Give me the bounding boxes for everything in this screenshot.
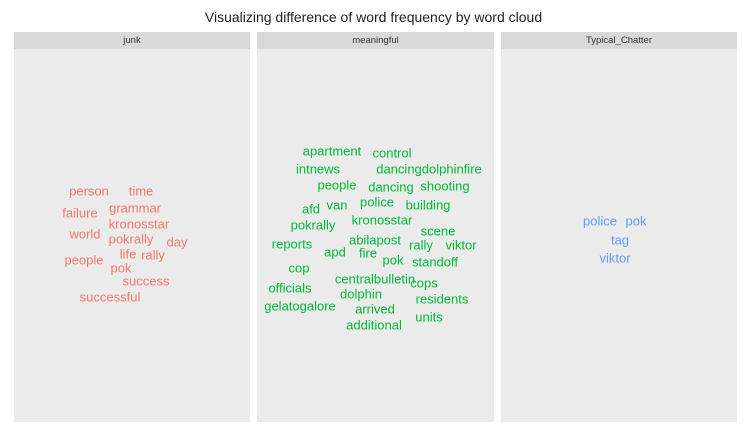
word-fire: fire	[358, 245, 378, 261]
word-day: day	[166, 234, 188, 250]
word-person: person	[69, 183, 109, 199]
panel-label-junk: junk	[14, 32, 250, 49]
word-afd: afd	[301, 201, 321, 217]
word-rally: rally	[141, 247, 165, 263]
word-dancingdolphinfire: dancingdolphinfire	[376, 161, 482, 177]
word-cop: cop	[288, 260, 310, 276]
word-kronosstar: kronosstar	[108, 216, 170, 232]
word-abilapost: abilapost	[348, 232, 402, 248]
word-police: police	[360, 194, 394, 210]
word-pok: pok	[382, 252, 404, 268]
word-pok: pok	[110, 260, 132, 276]
word-people: people	[64, 252, 104, 268]
word-viktor: viktor	[599, 250, 631, 266]
word-building: building	[405, 197, 451, 213]
word-van: van	[326, 197, 348, 213]
word-standoff: standoff	[411, 254, 459, 270]
panel-label-meaningful: meaningful	[257, 32, 494, 49]
word-grammar: grammar	[108, 200, 162, 216]
word-officials: officials	[268, 280, 312, 296]
word-apartment: apartment	[302, 143, 362, 159]
word-centralbulletin: centralbulletin	[334, 271, 416, 287]
word-arrived: arrived	[355, 301, 395, 317]
word-control: control	[372, 145, 412, 161]
word-tag: tag	[610, 232, 630, 248]
word-police: police	[583, 213, 617, 229]
word-scene: scene	[420, 223, 456, 239]
word-cloud-junk: person time grammar failure kronosstar world p…	[14, 49, 250, 422]
word-additional: additional	[346, 317, 402, 333]
word-life: life	[119, 246, 137, 262]
word-time: time	[128, 183, 154, 199]
word-cloud-meaningful: apartment control intnews dancingdolphinfir…	[257, 49, 494, 422]
panel-label-typical-chatter: Typical_Chatter	[501, 32, 737, 49]
word-failure: failure	[62, 205, 98, 221]
word-shooting: shooting	[420, 178, 470, 194]
word-successful: successful	[79, 289, 141, 305]
word-dancing: dancing	[368, 179, 414, 195]
word-pokrally: pokrally	[108, 231, 154, 247]
word-reports: reports	[271, 236, 313, 252]
panel-junk: junk person time grammar failure kronosstar w…	[14, 32, 250, 422]
word-rally: rally	[409, 237, 433, 253]
word-gelatogalore: gelatogalore	[264, 298, 336, 314]
panel-typical-chatter: Typical_Chatter police pok tag viktor	[501, 32, 737, 422]
word-intnews: intnews	[295, 161, 341, 177]
chart-title: Visualizing difference of word frequency…	[204, 9, 543, 25]
word-pok: pok	[625, 213, 647, 229]
word-people: people	[317, 177, 357, 193]
word-kronosstar: kronosstar	[351, 212, 413, 228]
word-units: units	[415, 309, 443, 325]
panel-meaningful: meaningful apartment control intnews dancin…	[257, 32, 494, 422]
word-cops: cops	[410, 275, 438, 291]
word-apd: apd	[324, 244, 346, 260]
word-pokrally: pokrally	[290, 217, 336, 233]
word-dolphin: dolphin	[340, 286, 382, 302]
word-cloud-typical-chatter: police pok tag viktor	[501, 49, 737, 422]
word-viktor: viktor	[445, 237, 477, 253]
word-success: success	[122, 273, 170, 289]
word-residents: residents	[415, 291, 469, 307]
word-world: world	[69, 226, 101, 242]
